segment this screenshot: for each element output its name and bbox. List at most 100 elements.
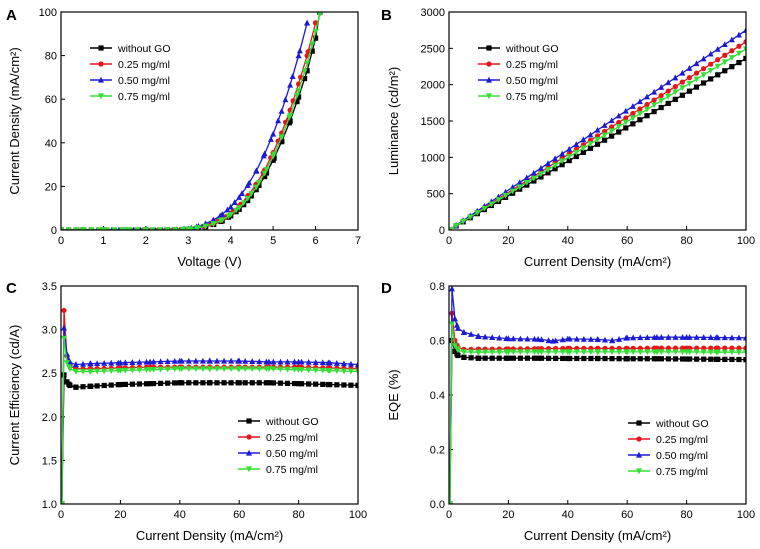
- data-point: [287, 118, 293, 124]
- x-tick-label: 6: [313, 235, 319, 247]
- x-tick-label: 60: [233, 509, 245, 521]
- data-point: [630, 349, 637, 356]
- data-point: [713, 356, 719, 362]
- y-tick-label: 0.4: [430, 390, 445, 402]
- series-0-25-mg-ml: [61, 307, 358, 504]
- data-point: [231, 199, 238, 205]
- data-point: [735, 334, 742, 341]
- data-point: [256, 366, 263, 373]
- data-point: [244, 182, 251, 188]
- data-point: [131, 226, 136, 230]
- data-point: [143, 381, 150, 387]
- legend-marker: [246, 466, 252, 473]
- data-point: [253, 167, 260, 174]
- data-point: [700, 334, 707, 340]
- data-point: [100, 227, 107, 230]
- data-point: [693, 349, 700, 356]
- y-axis-title: EQE (%): [386, 369, 401, 420]
- data-point: [517, 335, 524, 342]
- data-point: [156, 227, 163, 230]
- y-tick-label: 20: [45, 181, 57, 193]
- data-point: [644, 356, 650, 362]
- data-point: [552, 162, 559, 169]
- data-point: [467, 214, 474, 221]
- plot-frame: [448, 285, 747, 505]
- data-point: [609, 337, 616, 344]
- data-point: [736, 345, 742, 351]
- data-point: [559, 336, 566, 343]
- y-tick-label: 3.5: [42, 281, 57, 293]
- data-point: [66, 359, 73, 366]
- data-point: [523, 180, 530, 186]
- data-point: [108, 368, 115, 375]
- data-point: [319, 367, 326, 374]
- data-point: [489, 334, 496, 341]
- data-point: [672, 356, 679, 362]
- data-point: [530, 169, 537, 176]
- data-point: [679, 356, 686, 362]
- data-point: [64, 379, 70, 385]
- data-point: [284, 366, 291, 373]
- data-point: [679, 349, 686, 356]
- data-point: [630, 334, 637, 341]
- data-point: [265, 366, 272, 373]
- data-point: [505, 335, 512, 342]
- data-point: [616, 336, 623, 342]
- data-point: [684, 356, 690, 362]
- data-point: [653, 334, 660, 340]
- plot-area: [61, 307, 358, 504]
- data-point: [460, 329, 467, 335]
- data-point: [683, 349, 690, 356]
- data-point: [623, 125, 629, 131]
- data-point: [61, 307, 67, 314]
- data-point: [658, 98, 665, 104]
- data-point: [72, 368, 79, 375]
- data-point: [721, 334, 728, 341]
- legend-marker: [246, 418, 252, 424]
- x-tick-label: 100: [737, 509, 755, 521]
- data-point: [347, 360, 354, 367]
- data-point: [325, 359, 332, 366]
- data-point: [185, 366, 192, 373]
- data-point: [594, 355, 601, 362]
- y-tick-label: 3.0: [42, 325, 57, 337]
- x-tick-label: 100: [737, 235, 755, 247]
- series-line: [61, 22, 308, 230]
- series-0-50-mg-ml: [61, 19, 311, 230]
- legend-marker: [636, 451, 642, 458]
- data-point: [136, 367, 143, 374]
- series-without-go: [61, 372, 358, 504]
- data-point: [72, 361, 79, 368]
- data-point: [644, 93, 650, 100]
- data-point: [275, 117, 282, 124]
- data-point: [172, 227, 179, 230]
- data-point: [587, 336, 594, 342]
- x-axis-title: Current Density (mA/cm²): [524, 528, 671, 543]
- data-point: [608, 117, 615, 124]
- x-tick-label: 2: [143, 235, 149, 247]
- data-point: [531, 355, 538, 361]
- data-point: [108, 382, 114, 388]
- data-point: [199, 357, 206, 364]
- data-point: [304, 60, 311, 67]
- data-point: [623, 115, 629, 121]
- data-point: [713, 349, 720, 356]
- y-tick-label: 2500: [421, 43, 445, 55]
- data-point: [644, 349, 651, 356]
- data-point: [693, 70, 700, 76]
- data-point: [736, 43, 742, 49]
- data-point: [347, 368, 354, 375]
- data-point: [693, 76, 700, 83]
- data-point: [176, 357, 183, 364]
- data-point: [552, 349, 559, 356]
- data-point: [468, 355, 474, 361]
- legend-label: 0.50 mg/ml: [118, 75, 170, 87]
- data-point: [122, 381, 128, 387]
- data-point: [177, 380, 183, 386]
- data-point: [721, 349, 728, 356]
- y-tick-label: 0.6: [430, 336, 445, 348]
- data-point: [637, 356, 643, 362]
- x-axis-title: Current Density (mA/cm²): [524, 254, 671, 269]
- data-point: [157, 380, 164, 386]
- data-point: [683, 334, 690, 340]
